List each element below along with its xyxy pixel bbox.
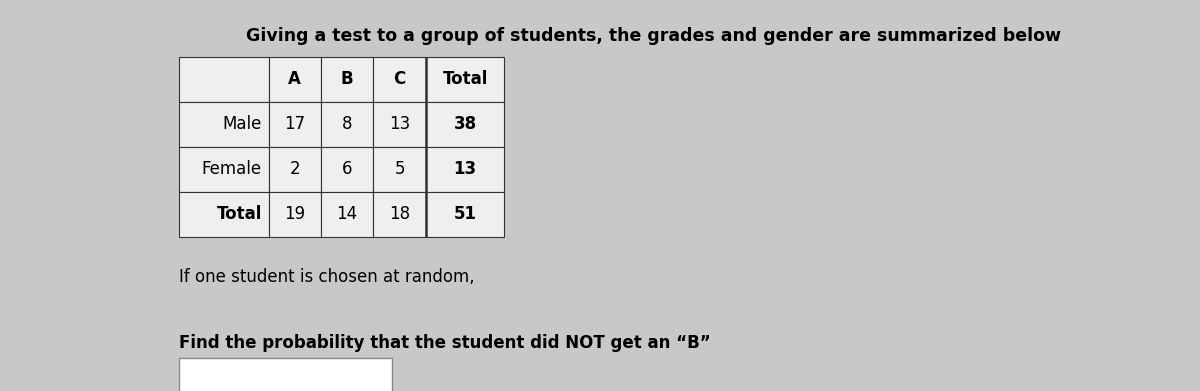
Bar	[373, 57, 426, 102]
Bar	[320, 147, 373, 192]
Bar	[320, 192, 373, 237]
Text: 19: 19	[284, 205, 305, 223]
Text: 2: 2	[289, 160, 300, 178]
Text: 13: 13	[454, 160, 476, 178]
Text: 8: 8	[342, 115, 353, 133]
Bar	[426, 57, 504, 102]
Bar	[373, 147, 426, 192]
Text: Find the probability that the student did NOT get an “B”: Find the probability that the student di…	[179, 334, 710, 352]
Text: Total: Total	[443, 70, 487, 88]
Bar	[179, 102, 269, 147]
Text: B: B	[341, 70, 354, 88]
Bar	[179, 57, 269, 102]
Bar	[269, 147, 320, 192]
Text: 5: 5	[395, 160, 404, 178]
Text: 38: 38	[454, 115, 476, 133]
Text: 17: 17	[284, 115, 305, 133]
Text: A: A	[288, 70, 301, 88]
Text: Male: Male	[222, 115, 262, 133]
Bar	[320, 102, 373, 147]
Text: 6: 6	[342, 160, 353, 178]
Text: 18: 18	[389, 205, 410, 223]
Bar	[269, 57, 320, 102]
Text: 51: 51	[454, 205, 476, 223]
Text: If one student is chosen at random,: If one student is chosen at random,	[179, 268, 475, 286]
Text: 13: 13	[389, 115, 410, 133]
Bar	[426, 147, 504, 192]
Bar	[373, 192, 426, 237]
Bar	[179, 147, 269, 192]
Bar	[426, 192, 504, 237]
Bar	[269, 102, 320, 147]
Bar	[320, 57, 373, 102]
Text: Total: Total	[216, 205, 262, 223]
Bar	[373, 102, 426, 147]
Text: Female: Female	[202, 160, 262, 178]
Text: 14: 14	[336, 205, 358, 223]
Bar	[269, 192, 320, 237]
Bar	[426, 102, 504, 147]
Text: C: C	[394, 70, 406, 88]
Text: Giving a test to a group of students, the grades and gender are summarized below: Giving a test to a group of students, th…	[246, 27, 1062, 45]
Bar	[179, 192, 269, 237]
